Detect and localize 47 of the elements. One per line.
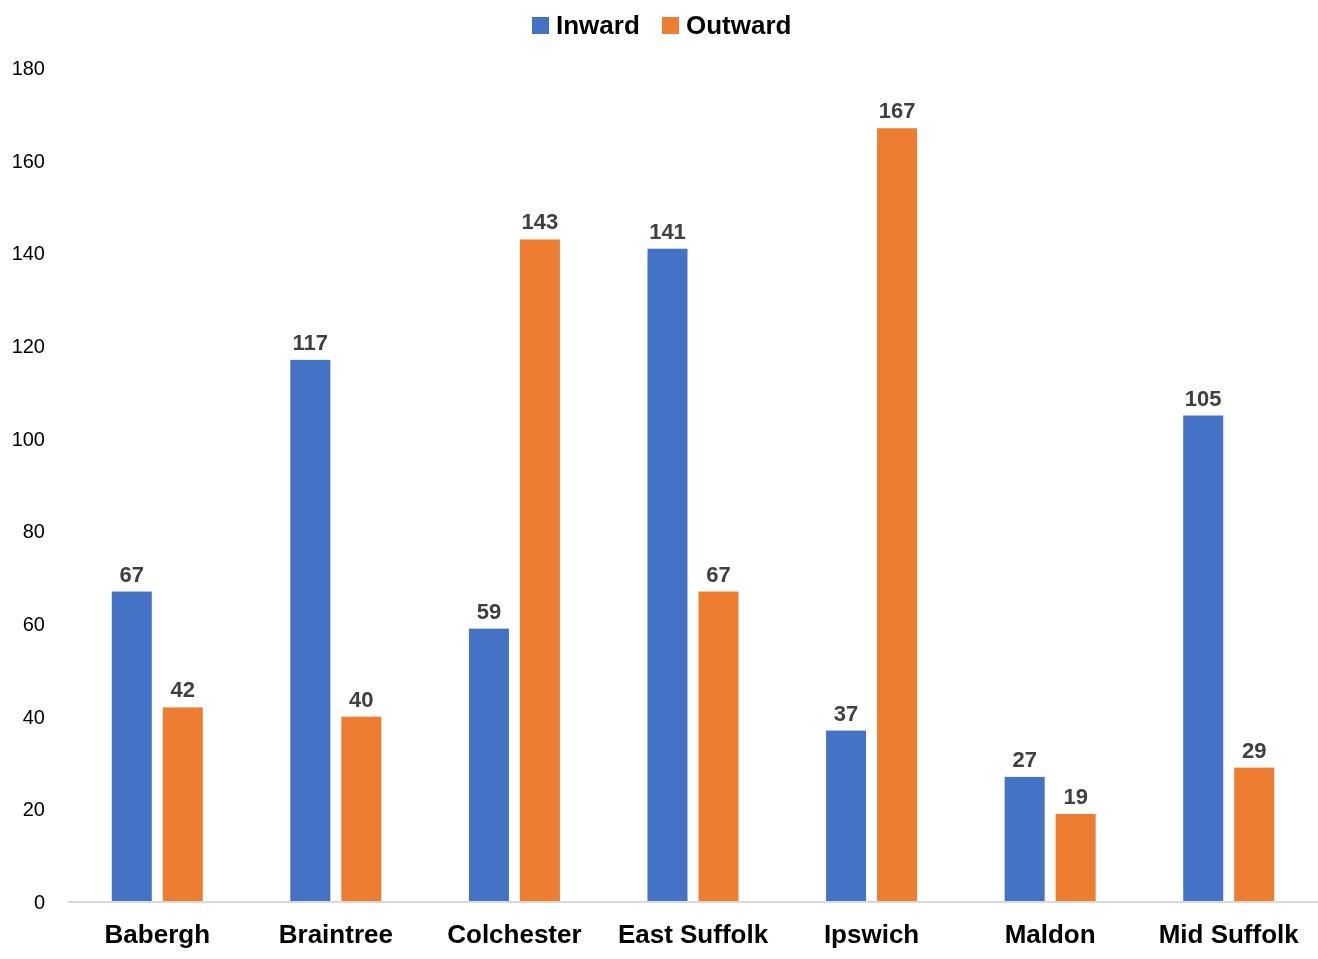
y-tick-label: 160: [11, 149, 45, 172]
bar: [290, 359, 331, 902]
bar: [647, 248, 688, 902]
data-label: 37: [833, 700, 859, 726]
data-label: 117: [292, 329, 329, 355]
bar: [1234, 767, 1275, 902]
bar: [111, 591, 152, 902]
legend-label: Inward: [556, 10, 640, 41]
bar: [877, 128, 918, 902]
bar: [698, 591, 739, 902]
data-label: 143: [521, 209, 559, 235]
x-tick-label: Braintree: [278, 919, 393, 949]
x-tick-label: Babergh: [104, 919, 211, 949]
y-tick-label: 80: [22, 520, 45, 543]
bar: [468, 628, 509, 902]
x-tick-label: Maldon: [1004, 919, 1096, 949]
data-label: 19: [1063, 783, 1088, 809]
y-tick-label: 100: [11, 427, 45, 450]
y-tick-label: 140: [11, 242, 45, 265]
data-label: 42: [170, 677, 196, 703]
y-tick-label: 120: [11, 335, 45, 357]
data-label: 40: [349, 686, 374, 712]
x-tick-label: Ipswich: [823, 919, 920, 949]
data-label: 27: [1012, 746, 1037, 772]
y-tick-label: 60: [22, 613, 45, 635]
x-tick-label: East Suffolk: [617, 919, 769, 949]
legend-label: Outward: [686, 10, 792, 41]
bar: [1004, 776, 1045, 902]
data-label: 167: [878, 98, 916, 124]
y-tick-label: 40: [22, 705, 45, 728]
data-label: 67: [706, 561, 731, 587]
y-tick-label: 0: [33, 891, 45, 913]
data-label: 67: [119, 561, 145, 587]
bar: [519, 239, 560, 902]
bar: [1055, 813, 1096, 902]
bar: [826, 730, 867, 902]
data-label: 59: [476, 598, 502, 624]
bar: [1183, 415, 1224, 902]
x-tick-label: Mid Suffolk: [1158, 919, 1300, 949]
data-label: 29: [1241, 737, 1267, 763]
y-tick-label: 20: [22, 798, 45, 821]
bar: [341, 716, 382, 902]
y-tick-label: 180: [11, 57, 45, 79]
bar: [162, 707, 203, 902]
x-tick-label: Colchester: [447, 919, 582, 949]
data-label: 141: [649, 218, 686, 244]
data-label: 105: [1184, 385, 1222, 411]
